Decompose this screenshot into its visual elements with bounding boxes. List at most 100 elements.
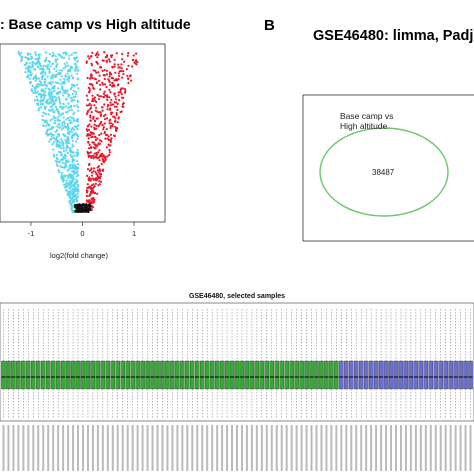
- volcano-point-up: [87, 200, 90, 203]
- box: [95, 360, 101, 390]
- volcano-point-up: [118, 99, 121, 102]
- volcano-point-down: [70, 74, 73, 77]
- volcano-point-down: [60, 75, 63, 78]
- box: [418, 360, 424, 390]
- volcano-point-down: [28, 57, 31, 61]
- volcano-point-up: [88, 83, 92, 86]
- sample-label-mark: [399, 425, 402, 471]
- volcano-point-up: [90, 200, 93, 203]
- volcano-point-up: [117, 91, 120, 94]
- volcano-point-down: [59, 113, 62, 116]
- volcano-point-down: [60, 153, 63, 156]
- sample-label-mark: [22, 425, 25, 471]
- volcano-point-down: [74, 132, 77, 135]
- volcano-point-up: [112, 103, 115, 106]
- box: [413, 360, 419, 390]
- volcano-point-down: [65, 145, 68, 148]
- volcano-point-down: [24, 71, 27, 74]
- volcano-point-down: [77, 106, 80, 109]
- volcano-point-up: [94, 143, 97, 146]
- volcano-point-down: [65, 149, 68, 152]
- volcano-point-up: [98, 83, 102, 86]
- volcano-point-down: [40, 83, 43, 87]
- volcano-point-up: [116, 102, 119, 105]
- volcano-point-down: [69, 104, 72, 107]
- volcano-point-down: [54, 55, 58, 58]
- volcano-point-up: [102, 74, 105, 77]
- volcano-point-down: [62, 133, 65, 136]
- volcano-point-down: [44, 51, 47, 54]
- volcano-point-down: [70, 177, 73, 180]
- volcano-point-down: [51, 90, 54, 93]
- volcano-point-up: [88, 134, 91, 137]
- box: [209, 360, 215, 390]
- volcano-point-down: [28, 77, 31, 80]
- volcano-point-up: [93, 96, 96, 99]
- volcano-point-up: [95, 152, 98, 155]
- box: [199, 360, 205, 390]
- volcano-point-down: [66, 110, 69, 113]
- volcano-point-ns: [89, 204, 92, 208]
- volcano-point-down: [28, 66, 31, 69]
- volcano-point-up: [134, 59, 137, 63]
- volcano-point-up: [88, 57, 91, 60]
- sample-label-mark: [57, 425, 60, 471]
- sample-label-mark: [201, 425, 204, 471]
- volcano-point-down: [75, 119, 78, 122]
- volcano-point-down: [65, 161, 68, 164]
- volcano-point-down: [64, 105, 68, 108]
- volcano-point-down: [65, 189, 69, 192]
- volcano-point-down: [40, 72, 43, 75]
- volcano-point-up: [103, 103, 106, 106]
- volcano-point-down: [30, 88, 33, 91]
- volcano-point-down: [69, 154, 72, 157]
- volcano-point-down: [61, 140, 64, 143]
- volcano-point-up: [93, 126, 96, 129]
- volcano-point-down: [51, 76, 54, 79]
- volcano-point-down: [54, 81, 57, 84]
- volcano-point-up: [93, 119, 97, 122]
- volcano-point-up: [120, 70, 123, 73]
- volcano-point-down: [56, 91, 59, 94]
- volcano-point-down: [48, 109, 52, 112]
- volcano-point-down: [49, 119, 52, 122]
- volcano-point-up: [101, 124, 104, 127]
- volcano-point-down: [61, 85, 64, 88]
- volcano-point-up: [108, 107, 112, 110]
- volcano-point-up: [93, 185, 96, 188]
- volcano-point-down: [49, 100, 53, 103]
- volcano-point-up: [114, 120, 117, 123]
- volcano-point-down: [70, 108, 73, 111]
- sample-label-mark: [191, 425, 194, 471]
- volcano-point-down: [67, 176, 70, 179]
- volcano-point-up: [103, 51, 106, 54]
- volcano-point-up: [124, 88, 127, 91]
- volcano-point-down: [74, 189, 77, 192]
- volcano-point-up: [90, 83, 93, 86]
- boxplot-sample-labels: [2, 425, 472, 471]
- volcano-point-up: [106, 105, 109, 108]
- volcano-point-down: [72, 151, 75, 154]
- sample-label-mark: [265, 425, 268, 471]
- volcano-point-down: [34, 58, 37, 61]
- volcano-point-up: [102, 126, 105, 129]
- volcano-point-down: [47, 93, 51, 96]
- box: [11, 360, 16, 390]
- box: [165, 360, 170, 390]
- volcano-point-up: [88, 194, 91, 197]
- volcano-point-down: [68, 142, 71, 145]
- volcano-point-up: [95, 124, 98, 127]
- volcano-point-down: [75, 57, 78, 60]
- volcano-point-down: [37, 53, 41, 57]
- volcano-point-up: [87, 137, 90, 140]
- volcano-point-down: [53, 102, 56, 105]
- volcano-point-down: [42, 97, 46, 100]
- volcano-point-up: [96, 56, 99, 59]
- sample-label-mark: [340, 425, 343, 471]
- volcano-point-up: [120, 87, 123, 90]
- volcano-point-down: [65, 181, 68, 184]
- volcano-point-up: [87, 128, 91, 131]
- volcano-point-down: [34, 51, 37, 54]
- volcano-point-up: [130, 79, 133, 82]
- volcano-point-up: [115, 105, 118, 108]
